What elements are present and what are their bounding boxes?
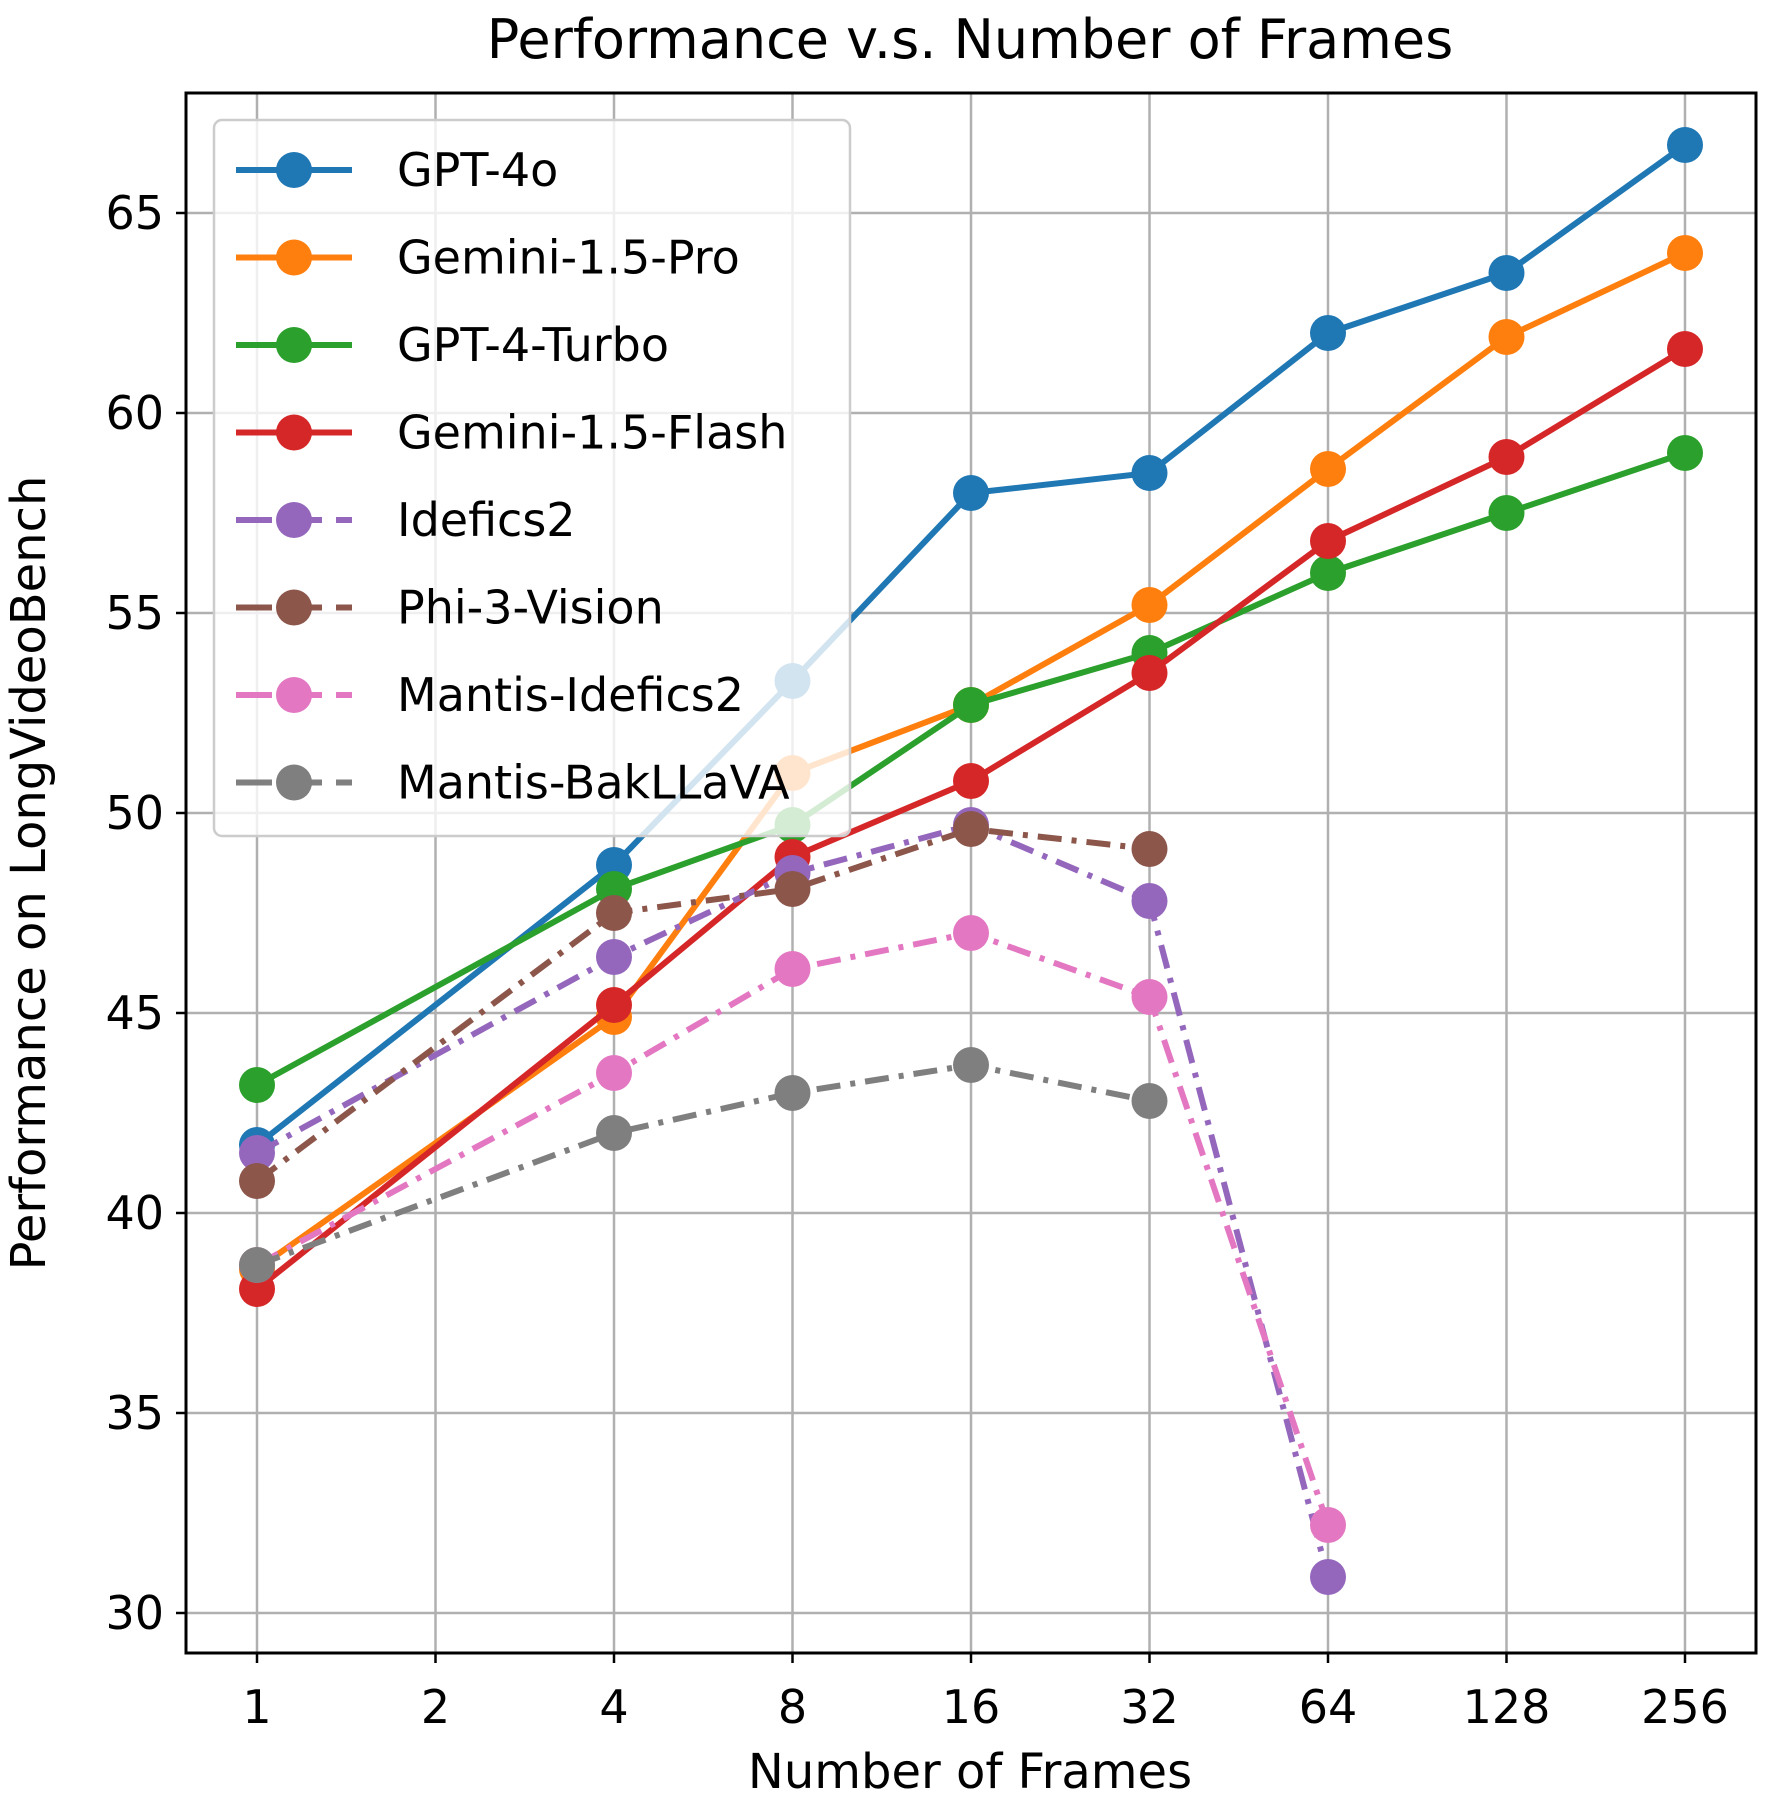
legend-marker xyxy=(276,327,312,363)
data-point xyxy=(1667,235,1703,271)
data-point xyxy=(1131,455,1168,491)
x-tick-label: 256 xyxy=(1641,1680,1729,1734)
data-point xyxy=(1131,655,1168,691)
legend-label: GPT-4-Turbo xyxy=(397,318,669,372)
legend-marker xyxy=(276,414,312,451)
x-tick-label: 32 xyxy=(1120,1680,1179,1734)
series-phi-3-vision xyxy=(239,811,1168,1199)
series-line xyxy=(255,346,1687,1292)
legend-entry: GPT-4-Turbo xyxy=(236,318,669,372)
series-line xyxy=(255,930,1331,1526)
data-point xyxy=(596,1055,632,1091)
legend-marker xyxy=(276,152,312,188)
y-tick-label: 60 xyxy=(105,386,164,440)
series-line xyxy=(255,250,1687,1272)
data-point xyxy=(1667,435,1703,471)
series-line xyxy=(255,450,1686,1088)
x-axis-label: Number of Frames xyxy=(748,1744,1192,1800)
data-point xyxy=(1310,555,1346,591)
legend-box xyxy=(212,118,852,838)
data-point xyxy=(596,939,632,975)
data-point xyxy=(953,687,989,723)
y-tick-label: 55 xyxy=(105,586,164,640)
x-tick-label: 1 xyxy=(242,1680,271,1734)
data-point xyxy=(239,1135,275,1171)
legend-entry: Gemini-1.5-Flash xyxy=(236,406,787,460)
data-point xyxy=(774,951,811,987)
legend-marker xyxy=(276,502,312,538)
legend-entry: Mantis-Idefics2 xyxy=(236,668,744,722)
series-mantis-bakllava xyxy=(239,1047,1168,1283)
legend-entry: Gemini-1.5-Pro xyxy=(236,231,740,285)
legend: GPT-4o Gemini-1.5-Pro GPT-4-Turbo Gemini-1.… xyxy=(212,118,852,838)
data-point xyxy=(596,987,632,1023)
legend-label: Idefics2 xyxy=(397,493,576,547)
x-tick-label: 2 xyxy=(421,1680,450,1734)
data-point xyxy=(1488,319,1525,355)
x-tick-label: 64 xyxy=(1299,1680,1358,1734)
legend-label: Gemini-1.5-Pro xyxy=(397,231,740,285)
data-point xyxy=(1488,495,1525,531)
series-line xyxy=(255,1062,1151,1268)
legend-label: Mantis-Idefics2 xyxy=(397,668,744,722)
legend-marker xyxy=(276,589,312,626)
series-line xyxy=(255,822,1331,1578)
y-tick-label: 40 xyxy=(105,1186,164,1240)
data-point xyxy=(1488,439,1525,475)
legend-marker xyxy=(276,239,312,276)
data-point xyxy=(1310,451,1346,487)
legend-entry: Idefics2 xyxy=(236,493,576,547)
data-point xyxy=(1131,587,1168,623)
data-point xyxy=(1310,523,1346,559)
x-axis-ticks: 1 2 4 8 16 32 64 128 256 xyxy=(242,1653,1729,1734)
data-point xyxy=(1310,1507,1346,1543)
data-point xyxy=(1667,127,1703,163)
series-line xyxy=(255,826,1150,1184)
x-tick-label: 128 xyxy=(1463,1680,1551,1734)
series-idefics2 xyxy=(239,807,1346,1595)
data-point xyxy=(1667,331,1703,367)
y-tick-label: 45 xyxy=(105,986,164,1040)
data-point xyxy=(596,1115,632,1151)
y-tick-label: 35 xyxy=(105,1386,164,1440)
data-point xyxy=(1131,883,1168,919)
legend-entry: GPT-4o xyxy=(236,143,558,197)
data-point xyxy=(953,915,989,951)
legend-label: GPT-4o xyxy=(397,143,558,197)
x-tick-label: 4 xyxy=(599,1680,628,1734)
data-point xyxy=(596,895,632,931)
data-point xyxy=(1310,1559,1346,1595)
data-point xyxy=(1310,315,1346,351)
data-point xyxy=(239,1247,275,1283)
y-tick-label: 65 xyxy=(105,186,164,240)
data-point xyxy=(1131,1083,1168,1119)
legend-entry: Mantis-BakLLaVA xyxy=(236,756,790,810)
data-point xyxy=(1131,979,1168,1015)
legend-marker xyxy=(276,677,312,713)
legend-marker xyxy=(276,764,312,801)
data-point xyxy=(774,1075,811,1111)
data-point xyxy=(953,763,989,799)
x-tick-label: 16 xyxy=(942,1680,1001,1734)
series-gemini-1-5-flash xyxy=(239,331,1703,1307)
data-point xyxy=(774,871,811,907)
legend-label: Mantis-BakLLaVA xyxy=(397,756,790,810)
y-axis-ticks: 30 35 40 45 50 55 60 65 xyxy=(105,186,186,1640)
data-point xyxy=(953,475,989,511)
legend-label: Gemini-1.5-Flash xyxy=(397,406,787,460)
y-axis-label: Performance on LongVideoBench xyxy=(1,476,57,1271)
x-tick-label: 8 xyxy=(778,1680,807,1734)
legend-entry: Phi-3-Vision xyxy=(236,581,664,635)
data-point xyxy=(953,1047,989,1083)
data-point xyxy=(239,1163,275,1199)
chart-title: Performance v.s. Number of Frames xyxy=(487,8,1453,71)
data-point xyxy=(953,811,989,847)
y-tick-label: 30 xyxy=(105,1586,164,1640)
data-point xyxy=(239,1067,275,1103)
data-point xyxy=(1131,831,1168,867)
legend-label: Phi-3-Vision xyxy=(397,581,664,635)
y-tick-label: 50 xyxy=(105,786,164,840)
data-point xyxy=(1488,255,1525,291)
